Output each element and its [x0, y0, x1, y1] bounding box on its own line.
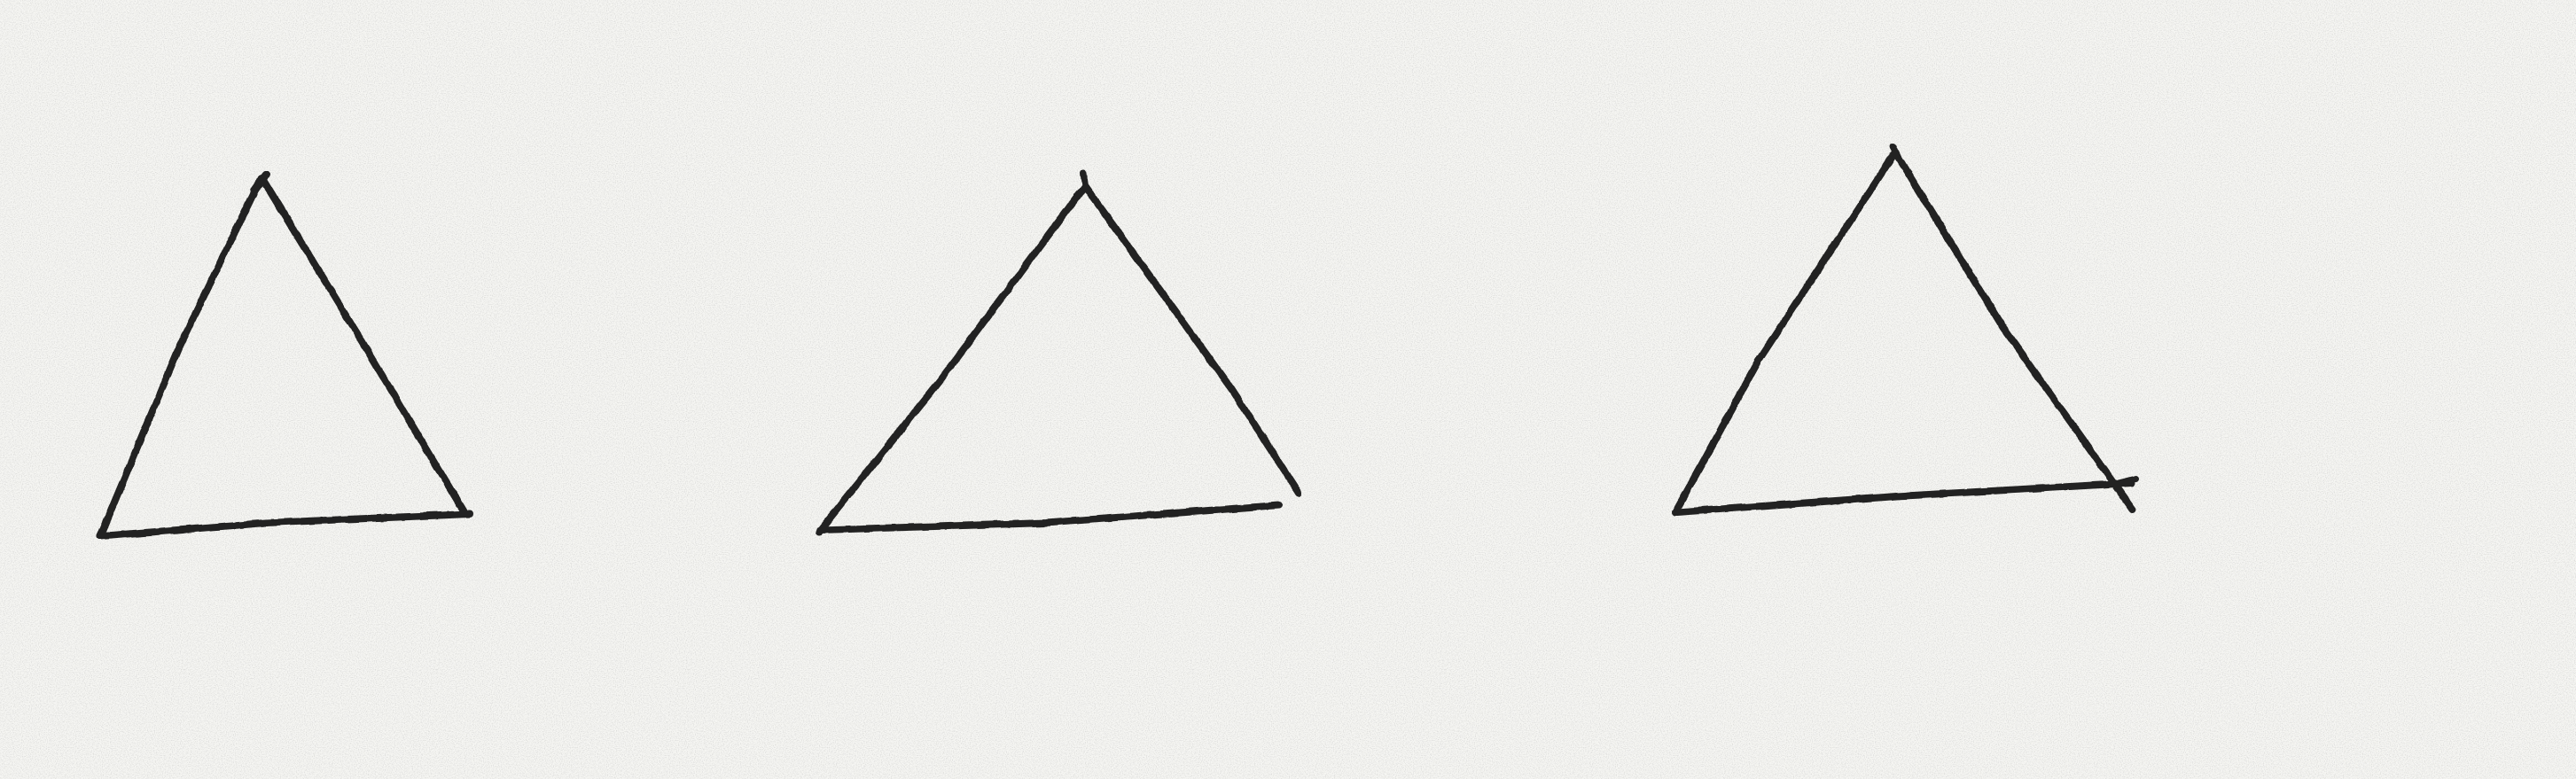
paper-sheet [0, 0, 2576, 779]
paper-grain-texture [0, 0, 2576, 779]
hand-drawn-sketch [0, 0, 2576, 779]
